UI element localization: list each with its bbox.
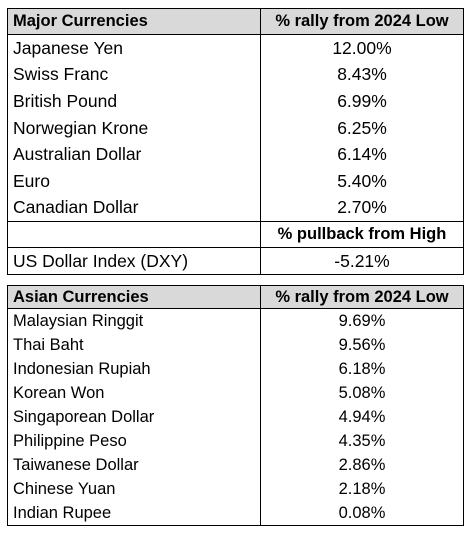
table-row: Indian Rupee 0.08% [8, 501, 463, 525]
currency-name: Philippine Peso [8, 429, 261, 453]
table-row: Euro 5.40% [8, 167, 463, 195]
currency-name: Taiwanese Dollar [8, 453, 261, 477]
pullback-header-blank [8, 222, 261, 248]
currency-value: 6.18% [338, 359, 386, 378]
table-row: Singaporean Dollar 4.94% [8, 405, 463, 429]
pullback-header-value: % pullback from High [277, 225, 447, 244]
pullback-header-row: % pullback from High [8, 221, 463, 249]
table-row: Chinese Yuan 2.18% [8, 477, 463, 501]
currency-value: 2.70% [337, 197, 387, 218]
table-row: Philippine Peso 4.35% [8, 429, 463, 453]
currency-name: Swiss Franc [8, 61, 261, 89]
currency-name: Chinese Yuan [8, 477, 261, 501]
major-currencies-table: Major Currencies % rally from 2024 Low J… [7, 8, 464, 275]
currency-value: 8.43% [337, 64, 387, 85]
currency-value: 9.56% [338, 335, 386, 354]
asian-header-row: Asian Currencies % rally from 2024 Low [8, 286, 463, 309]
currency-value: 5.08% [338, 383, 386, 402]
currency-value: 6.99% [337, 90, 387, 111]
currency-name: Korean Won [8, 381, 261, 405]
dxy-name: US Dollar Index (DXY) [8, 248, 261, 275]
table-row: Japanese Yen 12.00% [8, 35, 463, 62]
currency-value: 0.08% [338, 503, 386, 522]
table-row: Norwegian Krone 6.25% [8, 114, 463, 142]
table-row: Malaysian Ringgit 9.69% [8, 309, 463, 333]
currency-name: Singaporean Dollar [8, 405, 261, 429]
major-header-row: Major Currencies % rally from 2024 Low [8, 9, 463, 35]
currency-value: 5.40% [337, 170, 387, 191]
table-row: British Pound 6.99% [8, 88, 463, 115]
table-row: Swiss Franc 8.43% [8, 61, 463, 89]
currency-name: Japanese Yen [8, 35, 261, 62]
currency-name: Indian Rupee [8, 501, 261, 525]
currency-name: Australian Dollar [8, 141, 261, 168]
currency-value: 2.18% [338, 479, 386, 498]
table-row: Canadian Dollar 2.70% [8, 194, 463, 222]
currency-name: Euro [8, 167, 261, 195]
currency-value: 2.86% [338, 455, 386, 474]
currency-value: 12.00% [332, 37, 392, 58]
asian-header-value: % rally from 2024 Low [275, 287, 449, 306]
currency-name: Norwegian Krone [8, 114, 261, 142]
currency-name: Canadian Dollar [8, 194, 261, 222]
table-row: Korean Won 5.08% [8, 381, 463, 405]
major-header-name: Major Currencies [8, 9, 261, 34]
table-row: Australian Dollar 6.14% [8, 141, 463, 168]
table-row: Thai Baht 9.56% [8, 333, 463, 357]
currency-value: 4.94% [338, 407, 386, 426]
dxy-row: US Dollar Index (DXY) -5.21% [8, 248, 463, 275]
currency-name: British Pound [8, 88, 261, 115]
currency-value: 9.69% [338, 311, 386, 330]
table-row: Indonesian Rupiah 6.18% [8, 357, 463, 381]
asian-currencies-table: Asian Currencies % rally from 2024 Low M… [7, 285, 464, 526]
currency-value: 4.35% [338, 431, 386, 450]
currency-value: 6.14% [337, 144, 387, 165]
major-header-value: % rally from 2024 Low [275, 12, 449, 30]
currency-name: Malaysian Ringgit [8, 309, 261, 333]
dxy-value: -5.21% [334, 250, 390, 271]
asian-header-name: Asian Currencies [8, 286, 261, 308]
currency-name: Indonesian Rupiah [8, 357, 261, 381]
table-row: Taiwanese Dollar 2.86% [8, 453, 463, 477]
currency-name: Thai Baht [8, 333, 261, 357]
currency-value: 6.25% [337, 117, 387, 138]
